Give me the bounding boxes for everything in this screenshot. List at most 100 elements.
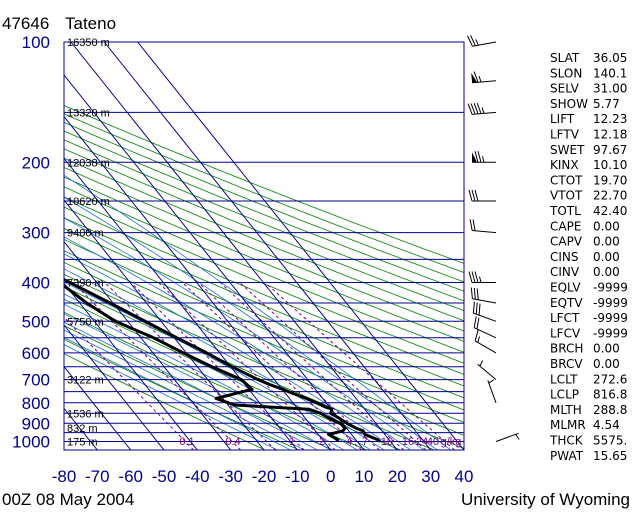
dry-adiabat-line	[64, 121, 464, 283]
dry-adiabat-line	[64, 250, 464, 423]
background-lines	[64, 105, 464, 450]
station-id: 47646	[2, 14, 49, 33]
mixing-ratio-label: 7	[362, 436, 368, 448]
height-label: 832 m	[67, 423, 98, 435]
barb-flag	[470, 287, 473, 299]
index-name: LFCV	[550, 326, 581, 340]
wind-barb	[477, 360, 497, 380]
isotherm-line	[64, 240, 232, 450]
barb-half-flag	[479, 360, 484, 367]
temperature-tick-label: 20	[388, 467, 407, 486]
height-label: 9400 m	[67, 228, 104, 240]
barb-flag	[474, 329, 479, 342]
isotherm-line	[103, 42, 432, 450]
dry-adiabat-line	[64, 113, 464, 273]
index-name: LIFT	[550, 112, 575, 126]
dry-adiabat-line	[64, 139, 464, 302]
temperature-tick-label: -80	[52, 467, 77, 486]
plot-frame	[63, 41, 465, 451]
index-name: SLAT	[550, 51, 580, 65]
moist-adiabat-line	[64, 174, 451, 450]
barb-staff	[474, 340, 497, 354]
isotherm-line	[64, 115, 332, 450]
dry-adiabat-line	[64, 217, 464, 387]
index-value: -9999	[593, 281, 628, 295]
index-name: PWAT	[550, 449, 584, 463]
moist-adiabat-line	[64, 303, 345, 450]
barb-half-flag	[488, 379, 495, 384]
height-label: 16350 m	[67, 37, 110, 49]
moist-adiabat-line	[64, 321, 318, 450]
index-value: 42.40	[593, 204, 627, 218]
mixing-ratio-line	[219, 282, 405, 450]
barb-flag	[473, 287, 476, 300]
height-label: 12038 m	[67, 157, 110, 169]
barb-flag	[471, 271, 476, 283]
isotherm-line	[64, 74, 365, 450]
wind-barb	[474, 329, 497, 354]
barb-half-flag	[475, 39, 479, 46]
height-label: 5750 m	[67, 316, 104, 328]
index-name: BRCV	[550, 357, 583, 371]
barb-staff	[472, 41, 497, 47]
index-name: CINS	[550, 250, 579, 264]
index-value: 19.70	[593, 173, 627, 187]
index-name: EQLV	[550, 281, 581, 295]
wind-barb	[487, 379, 497, 403]
temperature-line	[64, 277, 382, 443]
index-value: 36.05	[593, 51, 627, 65]
temperature-tick-label: -70	[85, 467, 110, 486]
index-value: 0.00	[593, 265, 620, 279]
height-label: 1536 m	[67, 408, 104, 420]
temperature-tick-label: -60	[118, 467, 143, 486]
isotherm-line	[70, 42, 398, 450]
index-value: 31.00	[593, 82, 627, 96]
dry-adiabat-line	[64, 130, 464, 292]
temperature-tick-label: 0	[326, 467, 335, 486]
barb-flag	[467, 35, 473, 47]
index-name: MLTH	[550, 403, 582, 417]
dry-adiabat-line	[64, 353, 266, 450]
indices-table: SLAT 36.05 SLON 140.1 SELV 31.00 SHOW 5.77 LIFT 1…	[549, 51, 628, 463]
dry-adiabat-line	[64, 338, 300, 450]
height-label: 10620 m	[67, 196, 110, 208]
wind-barb	[468, 271, 496, 283]
index-value: 97.67	[593, 143, 627, 157]
moist-adiabat-line	[64, 313, 331, 450]
barb-flag	[474, 271, 479, 283]
grid	[64, 42, 464, 450]
moist-adiabat-line	[64, 196, 438, 450]
barb-staff	[472, 111, 497, 115]
mixing-ratio-line	[104, 282, 276, 450]
pressure-tick-label: 500	[22, 312, 50, 331]
barb-flag	[473, 316, 477, 328]
wind-barb	[472, 301, 497, 322]
index-value: 12.18	[593, 128, 627, 142]
barb-pennant	[472, 152, 477, 163]
barb-half-flag	[478, 76, 482, 83]
pressure-tick-label: 300	[22, 224, 50, 243]
wind-barb	[467, 35, 497, 47]
temperature-tick-label: -20	[252, 467, 277, 486]
barb-flag	[473, 103, 479, 115]
barb-staff	[477, 363, 497, 380]
index-value: 4.54	[593, 418, 620, 432]
dry-adiabat-line	[64, 311, 367, 450]
mixing-ratio-line	[72, 282, 242, 450]
index-name: SWET	[550, 143, 585, 157]
barb-flag	[469, 219, 473, 231]
mixing-ratio-label: 0.1	[179, 436, 194, 448]
dry-adiabat-line	[64, 166, 464, 332]
index-name: LFTV	[550, 128, 580, 142]
barb-flag	[468, 271, 473, 283]
isotherm-line	[64, 199, 265, 450]
index-value: -9999	[593, 311, 628, 325]
index-name: LFCT	[550, 311, 580, 325]
index-value: 0.00	[593, 250, 620, 264]
barb-half-flag	[482, 156, 485, 163]
moist-adiabat-line	[64, 344, 278, 450]
index-value: -9999	[593, 326, 628, 340]
isotherm-line	[137, 42, 464, 450]
barb-flag	[476, 102, 482, 114]
